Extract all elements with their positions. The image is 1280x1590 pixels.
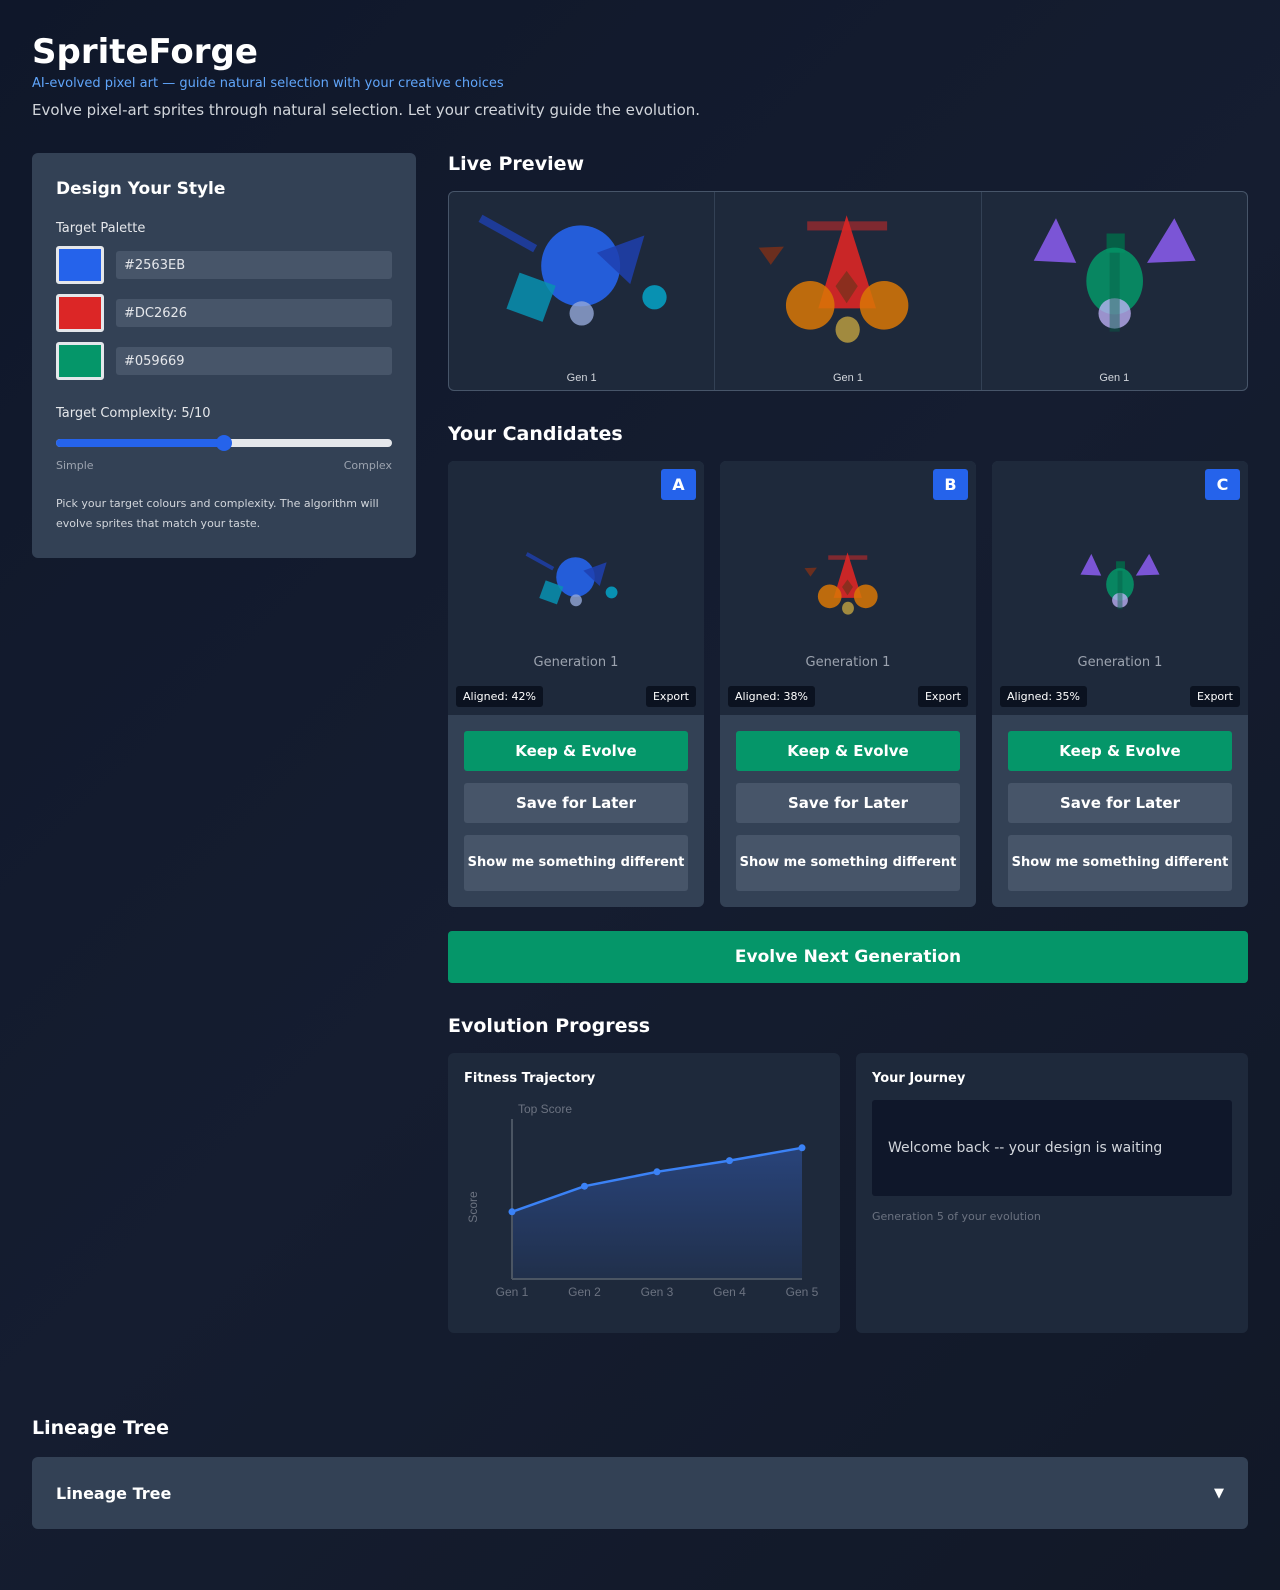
candidate-card: A Generation 1 Aligned: 42% Export Keep …	[448, 461, 704, 907]
area-fill	[512, 1147, 802, 1279]
color-hex-input[interactable]	[116, 299, 392, 327]
save-for-later-button[interactable]: Save for Later	[1008, 783, 1232, 823]
aligned-badge: Aligned: 35%	[1000, 686, 1087, 707]
journey-subtitle: Generation 5 of your evolution	[872, 1210, 1041, 1223]
design-style-panel: Design Your Style Target Palette Target …	[32, 153, 416, 558]
color-swatch[interactable]	[56, 246, 104, 284]
preview-caption: Gen 1	[1099, 372, 1130, 384]
preview-cell: Gen 1	[449, 192, 716, 390]
data-point	[653, 1168, 661, 1176]
preview-cell: Gen 1	[982, 192, 1247, 390]
candidate-card: C Generation 1 Aligned: 35% Export Keep …	[992, 461, 1248, 907]
complexity-label: Target Complexity: 5/10	[56, 406, 211, 421]
palette-row	[56, 246, 392, 284]
preview-cell: Gen 1	[715, 192, 982, 390]
x-tick-label: Gen 1	[496, 1285, 529, 1299]
show-different-button[interactable]: Show me something different	[1008, 835, 1232, 891]
export-button[interactable]: Export	[917, 686, 968, 707]
candidate-badge: A	[661, 469, 696, 500]
data-point	[798, 1144, 806, 1152]
generation-label: Generation 1	[805, 655, 891, 670]
candidates-list: A Generation 1 Aligned: 42% Export Keep …	[448, 461, 1248, 907]
sprite-image	[1055, 541, 1185, 625]
candidates-title: Your Candidates	[448, 423, 623, 445]
fitness-title: Fitness Trajectory	[464, 1071, 596, 1086]
accordion-label: Lineage Tree	[56, 1483, 172, 1503]
chevron-down-icon[interactable]: ▼	[1214, 1485, 1224, 1501]
live-preview-title: Live Preview	[448, 153, 585, 175]
journey-title: Your Journey	[872, 1071, 966, 1086]
palette-label: Target Palette	[56, 221, 146, 236]
generation-label: Generation 1	[1077, 655, 1163, 670]
x-tick-label: Gen 5	[786, 1285, 819, 1299]
complexity-slider[interactable]	[56, 435, 392, 451]
app-title: SpriteForge	[32, 32, 258, 72]
progress-title: Evolution Progress	[448, 1015, 651, 1037]
sprite-image	[511, 541, 641, 625]
save-for-later-button[interactable]: Save for Later	[736, 783, 960, 823]
palette-row	[56, 342, 392, 380]
show-different-button[interactable]: Show me something different	[736, 835, 960, 891]
color-swatch[interactable]	[56, 342, 104, 380]
candidate-badge: B	[933, 469, 968, 500]
slider-handle[interactable]	[216, 435, 232, 451]
chart-title: Top Score	[518, 1102, 572, 1116]
slider-fill	[56, 439, 224, 447]
lineage-accordion[interactable]: Lineage Tree ▼	[32, 1457, 1248, 1529]
page-header: SpriteForge AI-evolved pixel art — guide…	[32, 30, 1248, 119]
keep-evolve-button[interactable]: Keep & Evolve	[1008, 731, 1232, 771]
sprite-image	[783, 541, 913, 625]
candidate-badge: C	[1205, 469, 1240, 500]
sprite-image	[982, 192, 1247, 364]
preview-caption: Gen 1	[833, 372, 863, 384]
data-point	[726, 1157, 733, 1165]
keep-evolve-button[interactable]: Keep & Evolve	[736, 731, 960, 771]
x-tick-label: Gen 3	[641, 1285, 674, 1299]
lineage-section: Lineage Tree Lineage Tree ▼	[32, 1417, 1248, 1529]
color-hex-input[interactable]	[116, 347, 392, 375]
max-label: Complex	[343, 459, 392, 472]
tagline: AI-evolved pixel art — guide natural sel…	[32, 76, 504, 91]
min-label: Simple	[56, 459, 94, 472]
generation-label: Generation 1	[533, 655, 619, 670]
data-point	[508, 1208, 516, 1216]
candidate-card: B Generation 1 Aligned: 38% Export Keep …	[720, 461, 976, 907]
aligned-badge: Aligned: 38%	[728, 686, 815, 707]
color-swatch[interactable]	[56, 294, 104, 332]
keep-evolve-button[interactable]: Keep & Evolve	[464, 731, 688, 771]
x-tick-label: Gen 4	[713, 1285, 746, 1299]
data-point	[581, 1182, 588, 1190]
show-different-button[interactable]: Show me something different	[464, 835, 688, 891]
description: Evolve pixel-art sprites through natural…	[32, 101, 701, 119]
export-button[interactable]: Export	[1189, 686, 1240, 707]
panel-title: Design Your Style	[56, 179, 226, 199]
aligned-badge: Aligned: 42%	[456, 686, 543, 707]
journey-panel: Your Journey Welcome back -- your design…	[856, 1053, 1248, 1333]
live-preview: Gen 1 Gen 1 Gen 1	[448, 191, 1248, 391]
palette-row	[56, 294, 392, 332]
sprite-image	[449, 192, 714, 364]
y-axis-label: Score	[466, 1191, 480, 1223]
hint-text: Pick your target colours and complexity.…	[56, 497, 379, 530]
x-tick-label: Gen 2	[568, 1285, 601, 1299]
journey-message: Welcome back -- your design is waiting	[872, 1100, 1232, 1196]
preview-caption: Gen 1	[566, 372, 597, 384]
fitness-chart: Gen 1 Gen 2 Gen 3 Gen 4 Gen 5 Top Score Score	[466, 1102, 819, 1299]
save-for-later-button[interactable]: Save for Later	[464, 783, 688, 823]
lineage-title: Lineage Tree	[32, 1417, 169, 1439]
export-button[interactable]: Export	[645, 686, 696, 707]
evolve-next-generation-button[interactable]: Evolve Next Generation	[448, 931, 1248, 983]
sprite-image	[715, 192, 980, 364]
color-hex-input[interactable]	[116, 251, 392, 279]
